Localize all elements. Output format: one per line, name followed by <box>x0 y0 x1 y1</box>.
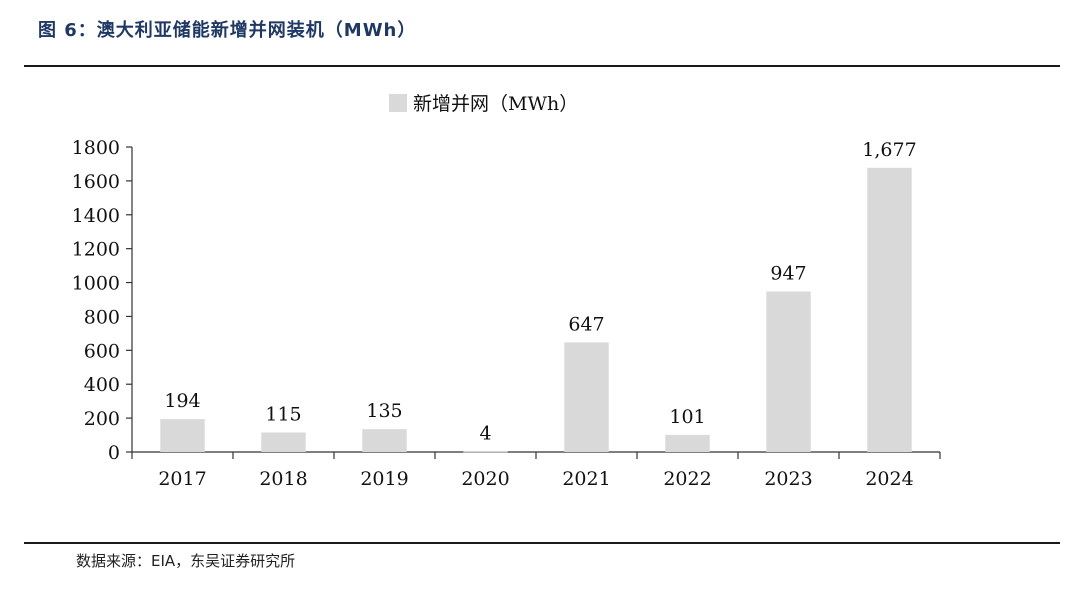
x-tick-label: 2023 <box>764 468 812 490</box>
data-label: 135 <box>366 400 402 422</box>
data-label: 1,677 <box>862 139 916 161</box>
x-tick-label: 2021 <box>562 468 610 490</box>
bar-2017 <box>160 419 205 452</box>
bar-2022 <box>665 434 710 452</box>
y-tick-label: 1000 <box>72 273 120 295</box>
legend-label: 新增并网（MWh） <box>413 93 578 115</box>
figure-title: 图 6：澳大利亚储能新增并网装机（MWh） <box>38 20 417 41</box>
y-tick-label: 200 <box>84 408 120 430</box>
y-tick-label: 1200 <box>72 239 120 261</box>
y-tick-label: 400 <box>84 374 120 396</box>
y-axis: 0 200 400 600 800 1000 1200 1400 1600 1800 <box>72 137 133 464</box>
legend-swatch <box>389 94 407 112</box>
y-tick-label: 1600 <box>72 171 120 193</box>
y-tick-label: 800 <box>84 306 120 328</box>
x-axis: 2017 2018 2019 2020 2021 2022 2023 2024 <box>131 451 941 490</box>
y-tick-label: 1800 <box>72 137 120 159</box>
x-tick-label: 2018 <box>259 468 307 490</box>
bar-chart: 新增并网（MWh） 0 200 400 600 800 1000 1200 1400 1600 1… <box>72 93 941 490</box>
data-label: 194 <box>164 390 200 412</box>
bar-2018 <box>261 432 306 452</box>
bar-2023 <box>766 291 811 452</box>
data-label: 115 <box>265 404 301 426</box>
bars-group: 194 115 135 4 647 101 947 1,677 <box>160 139 917 453</box>
x-tick-label: 2017 <box>158 468 206 490</box>
y-tick-label: 0 <box>108 442 120 464</box>
x-tick-label: 2022 <box>663 468 711 490</box>
top-divider <box>24 65 1060 67</box>
chart-legend: 新增并网（MWh） <box>389 93 578 115</box>
bar-2020 <box>463 451 508 453</box>
data-label: 4 <box>479 422 491 444</box>
data-label: 647 <box>568 313 604 335</box>
y-tick-label: 600 <box>84 340 120 362</box>
x-tick-label: 2024 <box>865 468 913 490</box>
y-tick-label: 1400 <box>72 205 120 227</box>
data-label: 947 <box>770 263 806 285</box>
bottom-divider <box>24 542 1060 544</box>
source-note: 数据来源：EIA，东吴证券研究所 <box>76 552 296 570</box>
x-tick-label: 2020 <box>461 468 509 490</box>
bar-2019 <box>362 429 407 452</box>
bar-2024 <box>867 167 912 452</box>
data-label: 101 <box>669 406 705 428</box>
bar-2021 <box>564 342 609 452</box>
x-tick-label: 2019 <box>360 468 408 490</box>
